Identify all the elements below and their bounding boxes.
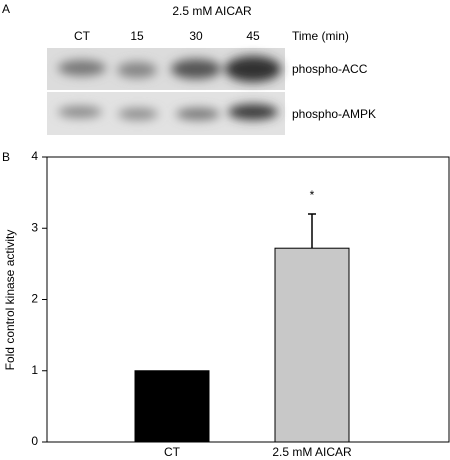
lane-label: CT [74, 29, 91, 43]
band [117, 62, 157, 78]
y-axis-label: Fold control kinase activity [3, 230, 17, 371]
band [118, 108, 158, 120]
annotation: * [310, 188, 315, 202]
plot-frame [46, 156, 450, 443]
band [171, 59, 221, 79]
band [58, 60, 106, 76]
panel-label: B [2, 150, 10, 164]
bands [58, 56, 281, 120]
bar [134, 370, 210, 443]
lane-label: 30 [189, 29, 203, 43]
y-tick-label: 2 [31, 292, 38, 306]
lane-label: 15 [130, 29, 144, 43]
band [58, 106, 102, 118]
bar [274, 247, 350, 443]
y-tick-label: 4 [31, 149, 38, 163]
blot [47, 48, 285, 135]
y-tick-label: 3 [31, 220, 38, 234]
band [225, 56, 281, 82]
y-tick-label: 1 [31, 363, 38, 377]
x-tick-label: 2.5 mM AICAR [272, 445, 352, 459]
x-tick-label: CT [164, 445, 181, 459]
row-label: phospho-AMPK [292, 107, 376, 121]
lane-label: 45 [246, 29, 260, 43]
y-tick-label: 0 [31, 434, 38, 448]
panel-label: A [2, 2, 10, 16]
time-label: Time (min) [292, 29, 349, 43]
treatment-label: 2.5 mM AICAR [172, 4, 252, 18]
band [176, 108, 220, 120]
band [228, 104, 278, 120]
row-label: phospho-ACC [292, 62, 368, 76]
